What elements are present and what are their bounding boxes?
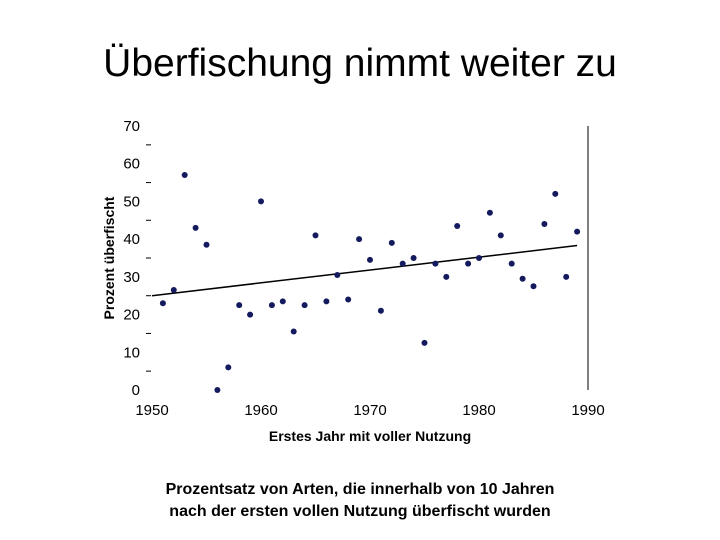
data-point [290,328,297,335]
data-point [421,339,428,346]
y-tick-label: 60 [123,156,140,173]
y-tick-label: 70 [123,118,140,135]
data-point [367,256,373,263]
caption-line-1: Prozentsatz von Arten, die innerhalb von… [165,481,555,498]
data-point [508,260,515,267]
data-point [236,302,243,309]
x-tick-label: 1960 [244,402,277,419]
data-point [345,296,352,303]
x-axis-title: Erstes Jahr mit voller Nutzung [269,428,471,444]
y-tick-label: 0 [132,382,140,399]
slide-title: Überfischung nimmt weiter zu [103,42,617,85]
y-tick-label: 50 [123,193,140,210]
data-point [465,260,472,267]
data-point [476,255,482,261]
data-point [574,228,581,235]
data-points [159,172,581,393]
caption-line-2: nach der ersten vollen Nutzung überfisch… [169,503,551,520]
data-point [268,302,275,309]
data-point [181,172,188,179]
data-point [170,287,177,294]
data-point [497,232,504,239]
data-point [552,190,559,197]
data-point [530,283,537,290]
data-point [279,298,286,305]
data-point [388,239,395,246]
data-point [334,271,341,278]
data-point [225,364,232,371]
trendline-group [151,244,578,297]
x-tick-label: 1980 [462,402,495,419]
y-axis-title: Prozent überfischt [101,196,117,319]
y-tick-label: 30 [123,269,140,286]
data-point [159,300,166,307]
figure-caption: Prozentsatz von Arten, die innerhalb von… [0,479,720,523]
y-axis: 0 10 20 30 40 50 60 70 [123,118,151,399]
data-point [443,273,450,280]
data-point [258,198,264,205]
data-point [323,298,330,305]
data-point [247,311,254,318]
y-tick-label: 40 [123,231,140,248]
trendline [151,244,578,297]
data-point [214,387,221,393]
data-point [432,260,439,267]
scatter-chart: 0 10 20 30 40 50 60 70 1950 1960 1970 1980 1990 Ers… [101,118,605,444]
data-point [203,241,210,248]
x-tick-label: 1950 [135,402,168,419]
data-point [454,222,461,229]
data-point [486,209,493,216]
data-point [399,260,406,267]
data-point [356,236,363,243]
x-tick-label: 1970 [353,402,386,419]
y-tick-label: 20 [123,307,140,324]
data-point [377,307,384,314]
x-tick-label: 1990 [571,402,604,419]
data-point [541,221,548,228]
data-point [312,232,319,239]
data-point [192,224,199,231]
x-axis: 1950 1960 1970 1980 1990 [135,402,604,419]
data-point [519,275,526,282]
data-point [563,273,570,280]
y-tick-label: 10 [123,344,140,361]
data-point [410,255,417,261]
data-point [301,302,308,309]
